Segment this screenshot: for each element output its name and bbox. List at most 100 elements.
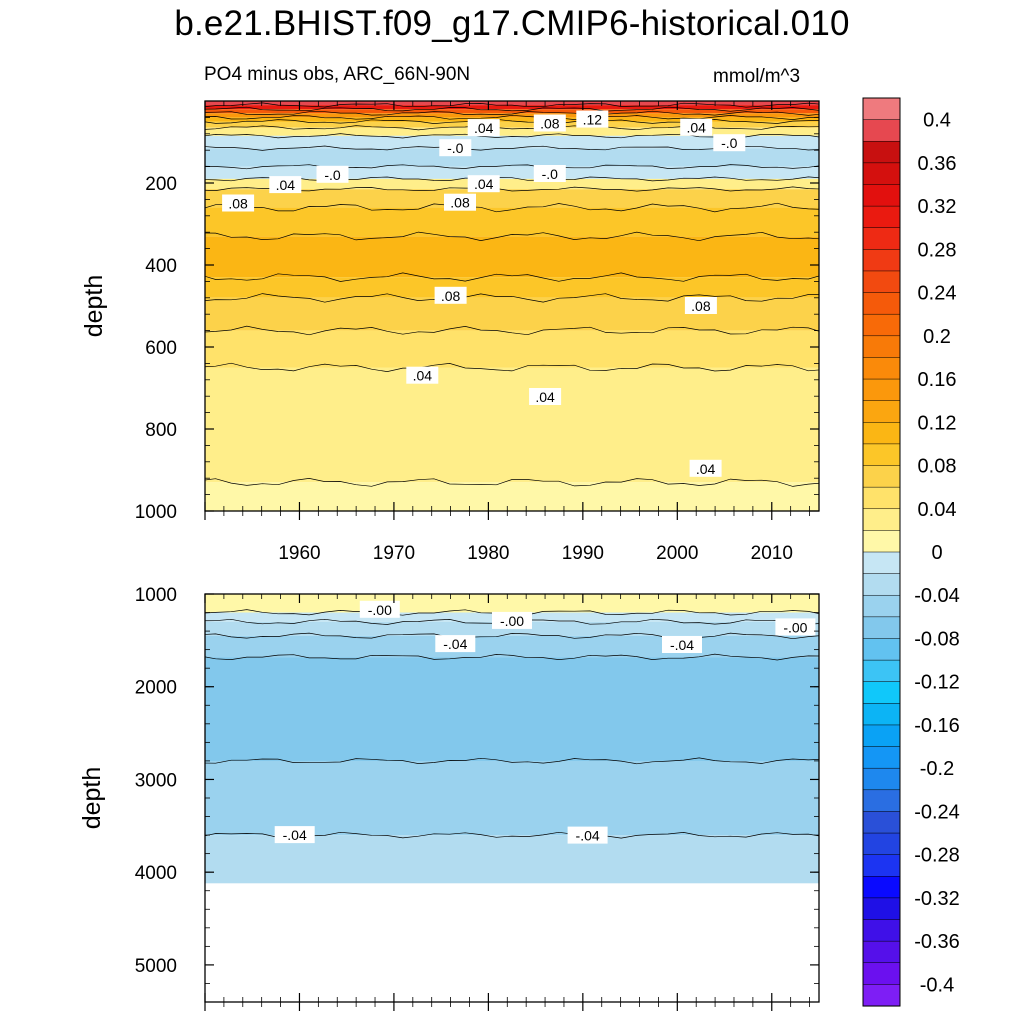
upper-panel-layer-4	[205, 117, 819, 122]
upper-panel-contour-2	[205, 106, 819, 112]
lower-panel-contour-label-4: -.04	[670, 637, 694, 653]
upper-panel-contour-label-bg-15	[529, 388, 562, 405]
colorbar-box-14	[862, 400, 901, 423]
lower-panel-contour-label-bg-2	[775, 618, 816, 636]
upper-panel-contour-label-13: .08	[691, 298, 711, 314]
upper-panel-contour-label-10: .08	[228, 196, 248, 212]
upper-panel-contour-label-bg-7	[533, 165, 566, 182]
upper-panel-contour-label-4: -.0	[447, 140, 464, 156]
colorbar-label-11: -0.04	[914, 585, 960, 607]
upper-panel-contour-11	[205, 186, 819, 192]
colorbar-box-6	[862, 227, 901, 250]
lower-panel-contour-4	[205, 653, 819, 661]
upper-panel-contour-label-bg-5	[713, 134, 746, 152]
lower-panel: -.00 -.00 -.00 -.04 -.04 -.04 -.04 1000 2000 300…	[78, 585, 820, 1011]
colorbar-box-4	[862, 184, 901, 207]
colorbar-label-10: 0	[931, 542, 942, 564]
colorbar-box-10	[862, 313, 901, 337]
upper-panel-contour-label-bg-11	[444, 193, 476, 211]
upper-panel-contour-12	[205, 202, 819, 213]
upper-panel-contour-label-bg-8	[269, 176, 302, 194]
upper-panel-contour-18	[205, 478, 819, 487]
colorbar-box-17	[862, 465, 901, 488]
upper-panel-contour-1	[205, 102, 819, 108]
upper-panel-contour-label-bg-13	[684, 297, 717, 314]
upper-panel-contour-label-8: .04	[276, 177, 296, 193]
lower-panel-ylabel: depth	[78, 767, 106, 830]
lower-panel-contour-label-bg-0	[359, 600, 400, 618]
upper-panel-layer-9	[205, 166, 819, 179]
upper-panel-contour-label-bg-2	[576, 110, 609, 128]
colorbar-label-12: -0.08	[914, 629, 960, 651]
colorbar-box-33	[862, 811, 901, 834]
colorbar-box-0	[862, 97, 901, 121]
lower-panel-contour-label-bg-5	[274, 826, 315, 844]
lower-panel-contour-label-6: -.04	[576, 828, 600, 844]
lower-panel-contour-label-bg-4	[662, 636, 702, 653]
colorbar-frame	[862, 97, 901, 1007]
upper-panel-layer-7	[205, 135, 819, 149]
upper-panel-contour-13	[205, 231, 819, 242]
colorbar-label-14: -0.16	[914, 715, 960, 737]
lower-panel-layer-5	[205, 760, 819, 836]
upper-panel-layer-11	[205, 189, 819, 208]
upper-panel-contour-label-bg-16	[689, 459, 722, 477]
lower-panel-contour-label-1: -.00	[500, 613, 524, 629]
lower-panel-y-axis: 1000 2000 3000 4000 5000	[135, 585, 819, 1003]
upper-panel-contour-3	[205, 110, 819, 116]
upper-panel-layer-17	[205, 367, 819, 483]
colorbar-box-11	[862, 335, 901, 358]
upper-panel-contour-5	[205, 118, 819, 124]
lower-panel-contour-labels: -.00 -.00 -.00 -.04 -.04 -.04 -.04	[274, 600, 816, 844]
colorbar-label-20: -0.4	[920, 974, 954, 996]
lower-panel-contour-label-0: -.00	[368, 602, 392, 618]
upper-panel-xtick-label-5: 2010	[751, 543, 793, 564]
colorbar-box-40	[862, 962, 901, 985]
lower-panel-contour-label-2: -.00	[783, 619, 807, 635]
upper-panel-ytick-label-4: 1000	[135, 502, 177, 523]
upper-panel-contour-lines	[205, 102, 819, 487]
upper-panel-contour-label-7: -.0	[542, 166, 559, 182]
upper-panel-layer-13	[205, 236, 819, 278]
colorbar-box-21	[862, 551, 901, 575]
colorbar-box-7	[862, 249, 901, 272]
colorbar-label-0: 0.4	[923, 110, 951, 132]
colorbar-box-31	[862, 767, 901, 791]
colorbar-box-19	[862, 508, 901, 531]
colorbar-label-19: -0.36	[914, 931, 960, 953]
lower-panel-contour-label-3: -.04	[443, 636, 467, 652]
colorbar-label-17: -0.28	[914, 845, 960, 867]
upper-panel-contour-label-1: .08	[540, 116, 560, 132]
lower-panel-layer-6	[205, 835, 819, 884]
upper-panel-contour-labels: .04.08.12.04-.0 -.0-.0 -.0.04.04.08.08.08.…	[222, 110, 746, 477]
upper-panel: .04.08.12.04-.0 -.0-.0 -.0.04.04.08.08.08.…	[80, 100, 820, 564]
upper-panel-frame	[204, 100, 820, 512]
upper-panel-layer-2	[205, 109, 819, 114]
colorbar-box-41	[862, 984, 901, 1007]
upper-panel-contour-label-bg-9	[467, 175, 500, 193]
colorbar-label-4: 0.24	[918, 283, 957, 305]
upper-panel-layer-14	[205, 277, 819, 298]
upper-panel-fill	[205, 101, 819, 511]
colorbar: 0.4 0.36 0.32 0.28 0.24 0.2 0.16 0.12 0.08 0.04 0 -…	[862, 97, 960, 1007]
colorbar-label-8: 0.08	[918, 456, 957, 478]
colorbar-box-1	[862, 119, 901, 142]
upper-panel-contour-label-bg-1	[533, 114, 566, 132]
colorbar-box-27	[862, 681, 901, 704]
upper-panel-contour-6	[205, 125, 819, 131]
upper-panel-layer-8	[205, 148, 819, 167]
upper-panel-xtick-label-3: 1990	[562, 543, 604, 564]
colorbar-box-34	[862, 832, 901, 856]
upper-panel-ytick-label-3: 800	[145, 420, 177, 441]
colorbar-box-3	[862, 162, 901, 186]
lower-panel-contour-label-bg-3	[435, 635, 476, 653]
colorbar-box-30	[862, 746, 901, 769]
lower-panel-ytick-label-2: 3000	[135, 770, 177, 791]
colorbar-label-13: -0.12	[914, 672, 960, 694]
colorbar-label-1: 0.36	[918, 153, 957, 175]
upper-panel-contour-label-14: .04	[413, 368, 433, 384]
upper-panel-contour-label-bg-12	[434, 286, 467, 304]
upper-panel-contour-17	[205, 362, 819, 372]
upper-panel-contour-label-12: .08	[441, 288, 461, 304]
